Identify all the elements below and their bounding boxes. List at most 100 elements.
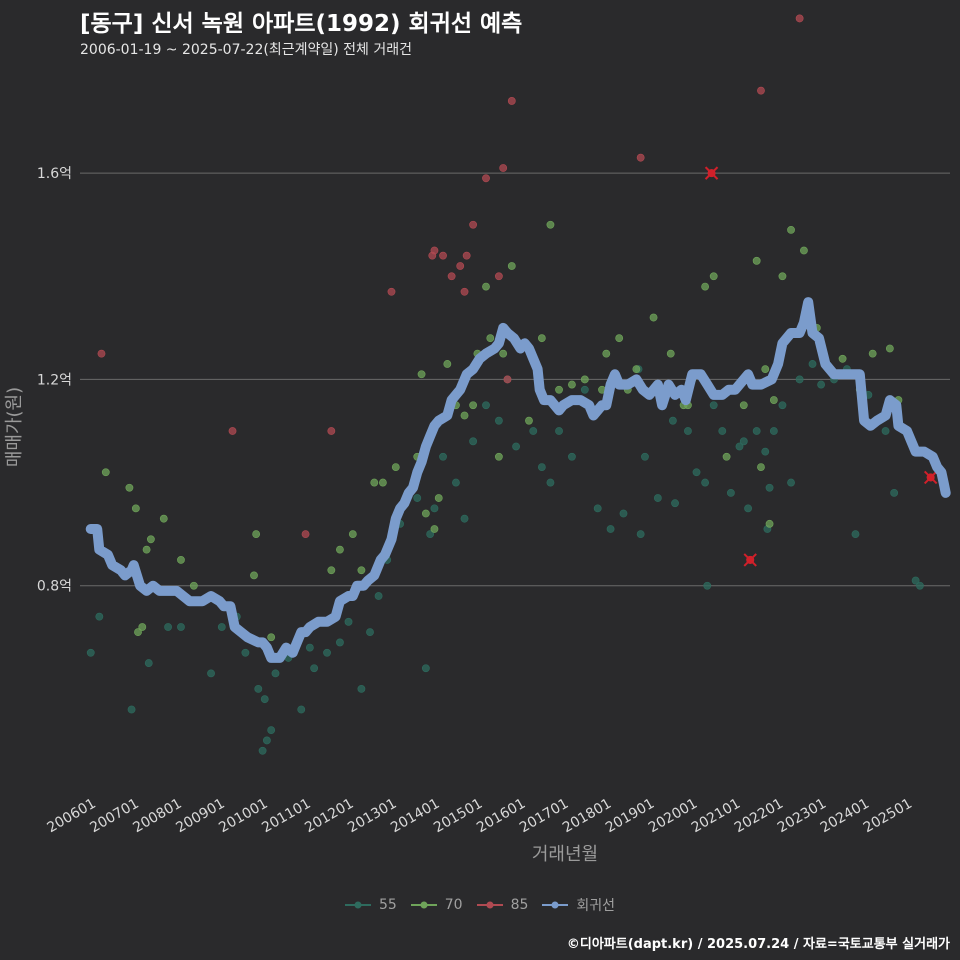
data-point-70 xyxy=(757,463,765,471)
data-point-70 xyxy=(568,380,576,389)
data-point-85 xyxy=(469,220,478,229)
data-point-70 xyxy=(267,633,276,642)
source-caption: ©디아파트(dapt.kr) / 2025.07.24 / 자료=국토교통부 실… xyxy=(566,937,950,952)
chart-subtitle: 2006-01-19 ~ 2025-07-22(최근계약일) 전체 거래건 xyxy=(80,42,412,58)
data-point-70 xyxy=(649,313,658,322)
points-layer xyxy=(86,14,938,755)
data-point-55 xyxy=(254,684,263,693)
grid-layer xyxy=(80,172,950,587)
legend-item-trend: 회귀선 xyxy=(542,895,615,915)
data-point-85 xyxy=(507,97,516,105)
data-point-55 xyxy=(684,427,692,435)
data-point-85 xyxy=(301,530,310,539)
data-point-70 xyxy=(252,530,261,539)
data-point-55 xyxy=(241,648,250,657)
data-point-55 xyxy=(761,447,770,456)
data-point-55 xyxy=(555,427,563,435)
data-point-70 xyxy=(494,452,503,461)
data-point-70 xyxy=(421,509,430,518)
data-point-70 xyxy=(430,525,439,533)
data-point-55 xyxy=(718,427,727,435)
data-point-70 xyxy=(434,494,443,502)
data-point-55 xyxy=(127,705,136,714)
data-point-55 xyxy=(258,746,267,755)
data-point-55 xyxy=(430,504,439,513)
data-point-70 xyxy=(486,334,495,343)
x-tick-label: 201001 xyxy=(216,796,270,837)
data-point-55 xyxy=(606,525,615,533)
data-point-70 xyxy=(868,349,877,358)
data-point-55 xyxy=(765,483,774,492)
data-point-85 xyxy=(97,349,106,358)
x-tick-label: 200601 xyxy=(44,796,98,837)
y-axis-label: 매매가(원) xyxy=(4,387,25,467)
highlight-marker xyxy=(743,553,757,567)
data-point-70 xyxy=(159,514,168,523)
x-tick-label: 202001 xyxy=(646,796,700,837)
data-point-70 xyxy=(134,628,142,637)
data-point-70 xyxy=(469,401,478,410)
data-point-70 xyxy=(101,468,110,477)
data-point-55 xyxy=(310,664,319,673)
data-point-70 xyxy=(499,349,508,358)
legend-key-85-icon xyxy=(476,901,503,909)
data-point-70 xyxy=(189,581,198,590)
data-point-70 xyxy=(177,556,185,564)
data-point-85 xyxy=(636,153,645,162)
x-tick-label: 201301 xyxy=(345,796,399,837)
data-point-55 xyxy=(207,669,215,678)
legend-label-70: 70 xyxy=(444,897,463,913)
x-tick-label: 200901 xyxy=(173,796,227,837)
data-point-70 xyxy=(885,344,894,353)
data-point-70 xyxy=(507,262,516,270)
data-point-85 xyxy=(327,427,336,435)
data-point-70 xyxy=(722,452,731,461)
legend-item-55: 55 xyxy=(344,895,397,915)
legend: 55 70 85 회귀선 xyxy=(0,895,960,915)
legend-key-55-icon xyxy=(344,901,371,909)
data-point-55 xyxy=(344,617,353,626)
x-tick-label: 201201 xyxy=(302,796,356,837)
data-point-70 xyxy=(336,545,344,554)
data-point-70 xyxy=(778,272,787,281)
data-point-85 xyxy=(494,272,503,281)
data-point-70 xyxy=(146,535,155,544)
data-point-55 xyxy=(653,494,662,502)
data-point-55 xyxy=(580,385,589,394)
regression-line xyxy=(85,297,951,663)
data-point-55 xyxy=(297,705,306,714)
data-point-85 xyxy=(482,174,490,183)
data-point-85 xyxy=(460,287,469,296)
data-point-55 xyxy=(482,401,490,410)
data-point-70 xyxy=(125,483,134,492)
data-point-70 xyxy=(417,370,426,379)
x-tick-label: 202301 xyxy=(775,796,829,837)
x-tick-label: 201601 xyxy=(474,796,528,837)
data-point-55 xyxy=(267,726,276,735)
y-tick-label: 1.2억 xyxy=(37,372,72,388)
data-point-55 xyxy=(671,499,679,508)
data-point-70 xyxy=(525,416,533,425)
data-point-70 xyxy=(391,463,400,471)
data-point-70 xyxy=(443,360,452,368)
legend-item-70: 70 xyxy=(410,895,463,915)
data-point-70 xyxy=(701,282,710,291)
trend-layer xyxy=(85,297,951,663)
data-point-55 xyxy=(744,504,752,513)
data-point-55 xyxy=(217,623,226,631)
data-point-70 xyxy=(537,334,546,343)
x-tick-label: 202201 xyxy=(732,796,786,837)
data-point-55 xyxy=(668,416,677,425)
data-point-55 xyxy=(701,478,710,487)
data-point-70 xyxy=(800,246,808,255)
data-point-70 xyxy=(787,225,795,234)
data-point-70 xyxy=(482,282,490,291)
data-point-55 xyxy=(709,401,718,410)
data-point-55 xyxy=(260,695,269,704)
data-point-55 xyxy=(262,736,271,745)
data-point-70 xyxy=(138,623,147,631)
chart-title: [동구] 신서 녹원 아파트(1992) 회귀선 예측 xyxy=(80,11,523,37)
data-point-55 xyxy=(703,581,712,590)
x-tick-label: 200701 xyxy=(87,796,141,837)
